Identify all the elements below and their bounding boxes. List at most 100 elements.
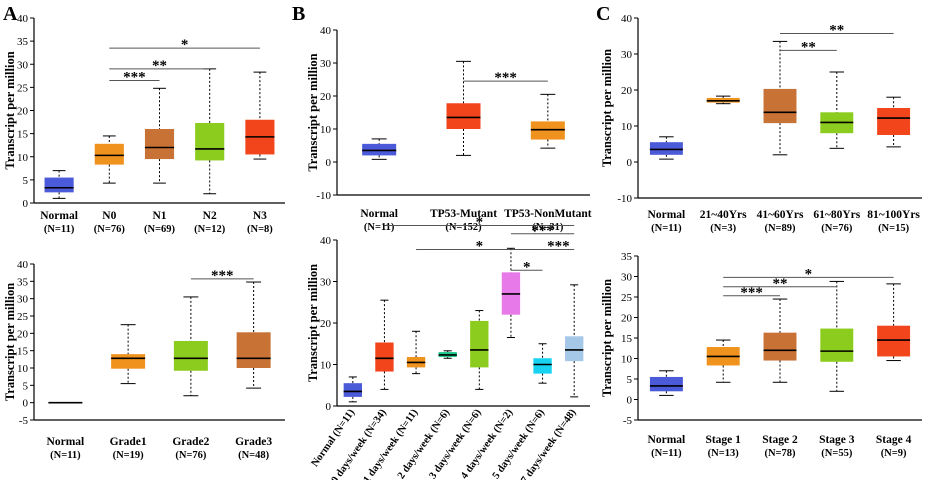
y-tick-label: 20 [621, 85, 633, 97]
box-body [144, 129, 175, 160]
significance-label: * [476, 214, 484, 230]
y-tick-label: 40 [17, 259, 29, 271]
box-tp53-mutant [446, 60, 481, 156]
y-tick-label: 0 [627, 395, 633, 407]
box-body [877, 325, 911, 357]
category-count-label: (N=11) [364, 222, 395, 233]
box-body [533, 358, 552, 374]
chart-c-age-group: -10 0 10 20 30 40 Transcript per million ** ** No… [600, 13, 922, 234]
significance-label: *** [531, 223, 554, 239]
y-tick-label: 25 [621, 292, 633, 304]
category-label: Normal [648, 209, 686, 221]
box-body [446, 103, 481, 129]
significance-label: * [181, 37, 189, 53]
box-n2 [195, 68, 225, 195]
y-tick-label: 30 [320, 58, 332, 70]
y-tick-label: -5 [623, 415, 633, 427]
category-count-label: (N=8) [247, 224, 273, 235]
y-tick-label: 35 [17, 36, 29, 48]
significance-label: ** [152, 58, 167, 74]
box-n0 [94, 135, 124, 184]
category-count-label: (N=48) [238, 450, 270, 461]
category-label: 7 days/week (N=48) [519, 407, 579, 480]
category-label: Grade1 [110, 436, 147, 448]
box-1-days-week [406, 330, 426, 375]
category-count-label: (N=69) [144, 224, 176, 235]
box-normal [44, 170, 74, 199]
box-body [343, 383, 362, 397]
category-count-label: (N=11) [651, 448, 682, 459]
box-body [195, 122, 225, 161]
category-label: 81~100Yrs [867, 209, 920, 221]
y-tick-label: 5 [23, 380, 29, 392]
y-tick-label: 20 [320, 318, 332, 330]
y-tick-label: 10 [320, 124, 332, 136]
y-axis-title: Transcript per million [3, 51, 17, 169]
category-count-label: (N=78) [764, 448, 796, 459]
significance-label: ** [829, 22, 844, 38]
y-tick-label: 30 [621, 49, 633, 61]
category-count-label: (N=11) [50, 450, 81, 461]
category-label: Normal [47, 436, 85, 448]
significance-label: *** [123, 69, 146, 85]
category-label: Normal [40, 210, 78, 222]
category-label: TP53-Mutant [430, 208, 497, 220]
box-body [763, 332, 797, 361]
y-tick-label: 40 [320, 25, 332, 37]
y-tick-label: 30 [320, 277, 332, 289]
y-axis-title: Transcript per million [306, 53, 320, 171]
panel-letter-b: B [292, 3, 305, 25]
panel-letter-c: C [596, 3, 610, 25]
significance-label: *** [547, 239, 570, 255]
box-grade3 [236, 281, 271, 389]
y-tick-label: -10 [617, 193, 632, 205]
y-tick-label: 25 [17, 82, 29, 94]
box-7-days-week [565, 284, 584, 398]
significance-label: *** [211, 268, 234, 284]
category-label: N1 [152, 210, 166, 222]
category-label: Grade3 [235, 436, 272, 448]
box-normal [649, 370, 683, 396]
category-count-label: (N=76) [94, 224, 126, 235]
box-body [44, 177, 74, 193]
box-81-100yrs [877, 96, 911, 148]
y-tick-label: 35 [621, 251, 633, 263]
box-body [173, 340, 208, 371]
box-0-days-week [375, 299, 394, 390]
category-count-label: (N=55) [821, 448, 853, 459]
y-tick-label: 15 [621, 333, 633, 345]
y-tick-label: 10 [621, 354, 633, 366]
box-body [565, 336, 584, 362]
panel-letter-a: A [3, 3, 18, 25]
y-tick-label: 40 [621, 13, 633, 25]
box-41-60yrs [763, 40, 797, 156]
box-grade2 [173, 296, 208, 397]
category-count-label: (N=15) [878, 223, 910, 234]
box-grade1 [111, 324, 146, 385]
y-tick-label: 20 [17, 328, 29, 340]
y-tick-label: 20 [320, 91, 332, 103]
category-label: 41~60Yrs [757, 209, 804, 221]
y-tick-label: 10 [320, 360, 332, 372]
box-body [470, 320, 489, 368]
box-tp53-nonmutant [530, 93, 565, 149]
y-tick-label: 30 [621, 272, 633, 284]
significance-label: * [476, 239, 484, 255]
category-label: Stage 3 [819, 434, 855, 446]
box-body [763, 88, 797, 124]
y-tick-label: 5 [23, 175, 29, 187]
category-count-label: (N=9) [881, 448, 907, 459]
y-tick-label: 15 [17, 129, 29, 141]
category-label: Normal [360, 208, 398, 220]
y-tick-label: 20 [621, 313, 633, 325]
box-body [649, 142, 683, 155]
category-label: Stage 4 [876, 434, 912, 446]
significance-label: *** [740, 285, 763, 301]
y-tick-label: 0 [627, 157, 633, 169]
category-label: N3 [253, 210, 267, 222]
category-count-label: (N=13) [708, 448, 740, 459]
y-axis-title: Transcript per million [306, 264, 320, 382]
